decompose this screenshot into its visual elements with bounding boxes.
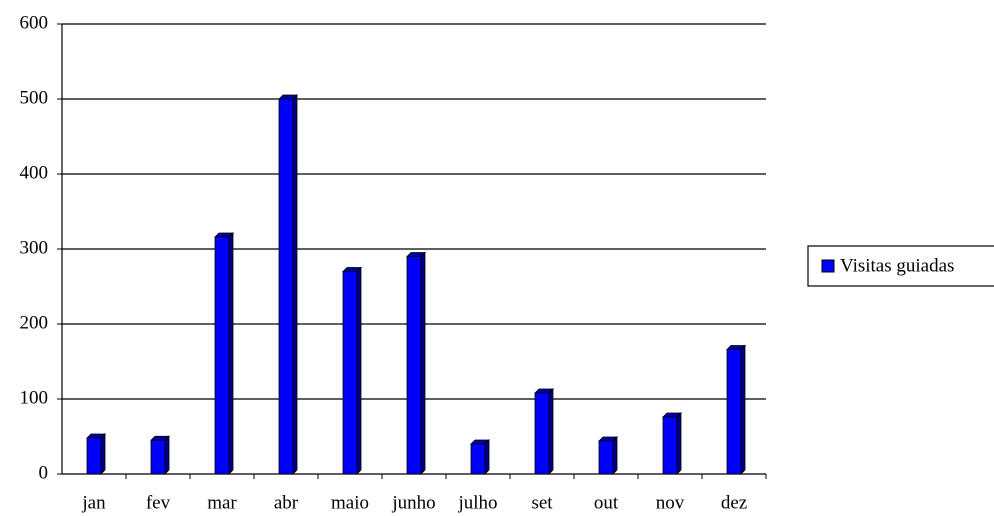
- bar-face: [662, 416, 678, 475]
- x-tick-label: julho: [457, 492, 497, 513]
- bar-face: [676, 412, 682, 475]
- bar: [214, 232, 234, 475]
- bar-face: [726, 349, 742, 475]
- bar-face: [100, 433, 106, 475]
- x-tick-label: junho: [391, 492, 435, 513]
- y-tick-label: 500: [20, 87, 49, 108]
- y-tick-label: 300: [20, 237, 49, 258]
- bar: [534, 388, 554, 475]
- x-tick-label: abr: [274, 492, 299, 513]
- bar: [662, 412, 682, 475]
- bar-face: [534, 392, 550, 475]
- x-tick-label: jan: [81, 492, 106, 513]
- bar-face: [406, 256, 422, 475]
- bar-face: [484, 439, 490, 475]
- bar: [598, 436, 618, 475]
- bar: [150, 435, 170, 475]
- y-tick-label: 100: [20, 387, 49, 408]
- x-tick-label: mar: [207, 492, 237, 513]
- bar-face: [612, 436, 618, 475]
- bar-face: [292, 94, 298, 475]
- legend-label: Visitas guiadas: [840, 255, 954, 276]
- bar: [342, 266, 362, 475]
- bar-face: [342, 271, 358, 475]
- bar-face: [278, 98, 294, 475]
- bar-face: [598, 440, 614, 475]
- bar-face: [214, 236, 230, 475]
- legend-box: [807, 245, 994, 287]
- bar-face: [228, 232, 234, 475]
- x-tick-label: nov: [656, 492, 685, 513]
- x-tick-label: maio: [331, 492, 369, 513]
- bar-face: [150, 439, 166, 475]
- bar: [278, 94, 298, 475]
- bar: [406, 251, 426, 475]
- bar: [470, 439, 490, 475]
- bar-face: [164, 435, 170, 475]
- x-tick-label: set: [531, 492, 553, 513]
- y-tick-label: 200: [20, 312, 49, 333]
- y-tick-label: 400: [20, 162, 49, 183]
- y-tick-label: 0: [39, 462, 49, 483]
- bar: [726, 344, 746, 475]
- y-tick-label: 600: [20, 12, 49, 33]
- legend-swatch: [821, 259, 835, 273]
- bar-face: [470, 443, 486, 475]
- x-tick-label: out: [594, 492, 619, 513]
- x-tick-label: dez: [721, 492, 747, 513]
- bar-face: [740, 344, 746, 475]
- x-tick-label: fev: [146, 492, 171, 513]
- bar-face: [356, 266, 362, 475]
- bar-face: [420, 251, 426, 475]
- bar-face: [548, 388, 554, 475]
- bar-face: [86, 437, 102, 475]
- bar: [86, 433, 106, 475]
